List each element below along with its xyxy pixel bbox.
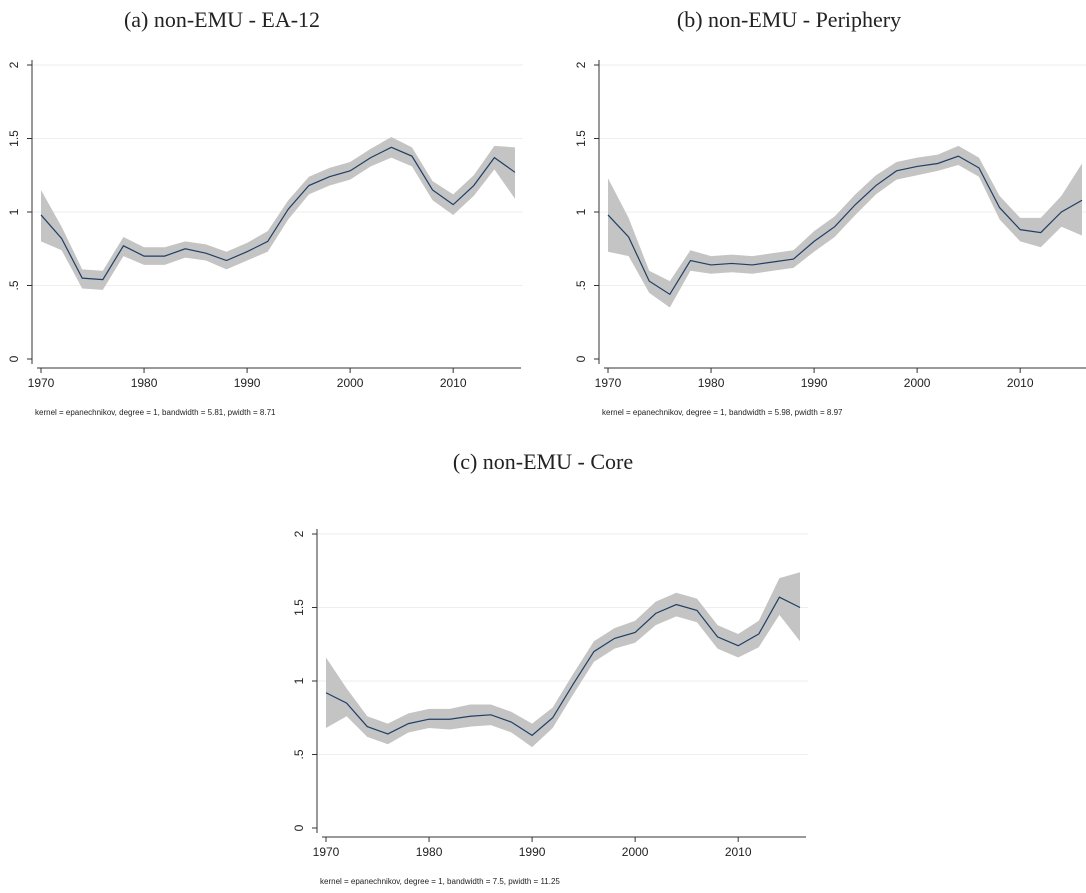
y-tick-label: 1.5: [292, 599, 306, 616]
y-tick-label: 1: [292, 677, 306, 684]
subplot-title: (b) non-EMU - Periphery: [677, 7, 901, 32]
x-tick-label: 1970: [313, 845, 340, 859]
kernel-note: kernel = epanechnikov, degree = 1, bandw…: [35, 408, 276, 417]
y-tick-label: 0: [574, 355, 588, 362]
subplot: 0 .5 1 1.5 2 1970 1980 1990 2000 2010 kernel = epa…: [292, 529, 808, 886]
x-tick-label: 2010: [1007, 376, 1034, 390]
x-tick-label: 2000: [904, 376, 931, 390]
kernel-note: kernel = epanechnikov, degree = 1, bandw…: [320, 877, 560, 886]
estimate-line: [40, 146, 516, 281]
x-tick-label: 1980: [698, 376, 725, 390]
x-tick-label: 2000: [622, 845, 649, 859]
y-tick-label: 1: [7, 208, 21, 215]
x-tick-label: 1990: [519, 845, 546, 859]
y-tick-label: 0: [292, 824, 306, 831]
confidence-band: [326, 572, 800, 748]
estimate-line: [607, 155, 1083, 296]
x-tick-label: 2000: [337, 376, 364, 390]
y-tick-label: .5: [7, 280, 21, 290]
y-tick-label: .5: [574, 280, 588, 290]
x-tick-label: 1980: [131, 376, 158, 390]
y-tick-label: 2: [7, 61, 21, 68]
x-tick-label: 1980: [416, 845, 443, 859]
x-tick-label: 2010: [440, 376, 467, 390]
x-tick-label: 1970: [595, 376, 622, 390]
y-tick-label: 1.5: [7, 130, 21, 147]
y-tick-label: .5: [292, 749, 306, 759]
subplot-title: (a) non-EMU - EA-12: [124, 7, 320, 32]
y-tick-label: 1: [574, 208, 588, 215]
y-tick-label: 2: [574, 61, 588, 68]
x-tick-label: 1990: [801, 376, 828, 390]
x-tick-label: 2010: [725, 845, 752, 859]
kernel-note: kernel = epanechnikov, degree = 1, bandw…: [602, 408, 843, 417]
confidence-band: [608, 145, 1082, 308]
x-tick-label: 1990: [234, 376, 261, 390]
subplot-title: (c) non-EMU - Core: [453, 449, 633, 474]
estimate-line: [325, 596, 801, 737]
confidence-band: [41, 137, 515, 290]
subplot: 0 .5 1 1.5 2 1970 1980 1990 2000 2010 kernel = epa…: [7, 60, 523, 417]
y-tick-label: 2: [292, 530, 306, 537]
x-tick-label: 1970: [28, 376, 55, 390]
y-tick-label: 1.5: [574, 130, 588, 147]
subplot: 0 .5 1 1.5 2 1970 1980 1990 2000 2010 kernel = epa…: [574, 60, 1086, 417]
y-tick-label: 0: [7, 355, 21, 362]
